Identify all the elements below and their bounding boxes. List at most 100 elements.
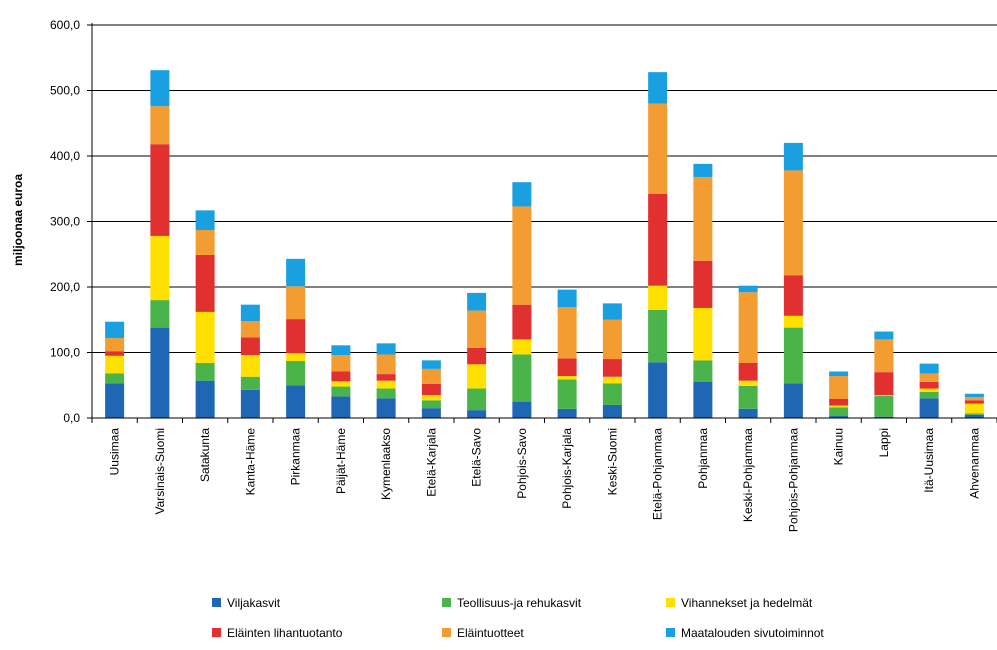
bar-segment xyxy=(286,353,306,362)
y-tick-label: 300,0 xyxy=(50,215,80,229)
legend-label: Teollisuus-ja rehukasvit xyxy=(457,596,582,610)
bar-segment xyxy=(376,343,396,355)
legend-swatch xyxy=(212,598,221,607)
bar-stack xyxy=(783,142,803,418)
bar-stack xyxy=(964,393,984,418)
bar-segment xyxy=(602,383,622,405)
bar-segment xyxy=(557,379,577,409)
bar-stack xyxy=(150,70,170,418)
bar-segment xyxy=(467,292,487,311)
bar-segment xyxy=(376,380,396,389)
y-tick-label: 0,0 xyxy=(63,411,80,425)
bar-segment xyxy=(919,391,939,399)
x-tick-label: Päijät-Häme xyxy=(334,428,348,494)
bar-segment xyxy=(286,286,306,320)
bar-segment xyxy=(738,380,758,386)
bar-segment xyxy=(331,396,351,418)
bar-segment xyxy=(919,381,939,389)
bar-segment xyxy=(693,381,713,418)
bar-segment xyxy=(648,103,668,194)
bar-stack xyxy=(829,371,849,418)
bar-segment xyxy=(693,360,713,382)
bar-segment xyxy=(602,319,622,360)
bar-segment xyxy=(557,408,577,418)
x-tick-label: Pirkanmaa xyxy=(289,428,303,486)
x-tick-label: Pohjois-Karjala xyxy=(560,428,574,509)
bar-segment xyxy=(964,413,984,415)
bar-segment xyxy=(738,385,758,409)
x-tick-label: Lappi xyxy=(877,428,891,457)
bar-segment xyxy=(783,327,803,384)
bar-stack xyxy=(693,163,713,418)
legend-label: Vihannekset ja hedelmät xyxy=(681,596,813,610)
bar-segment xyxy=(195,230,215,255)
bar-segment xyxy=(195,254,215,312)
bar-segment xyxy=(105,351,125,356)
bar-segment xyxy=(195,210,215,231)
x-tick-label: Keski-Pohjanmaa xyxy=(741,428,755,522)
bar-segment xyxy=(874,395,894,417)
bar-segment xyxy=(195,311,215,363)
bar-stack xyxy=(467,292,487,418)
bar-segment xyxy=(286,319,306,354)
bar-segment xyxy=(105,373,125,384)
bar-segment xyxy=(195,380,215,418)
bar-segment xyxy=(331,371,351,382)
legend-item: Maatalouden sivutoiminnot xyxy=(666,626,824,640)
bar-segment xyxy=(648,193,668,286)
legend: Viljakasvit Teollisuus-ja rehukasvit Vihan… xyxy=(212,596,824,640)
bar-segment xyxy=(964,393,984,398)
legend-item: Viljakasvit xyxy=(212,596,281,610)
bar-segment xyxy=(421,383,441,396)
bar-segment xyxy=(964,414,984,418)
bar-segment xyxy=(467,347,487,365)
x-tick-label: Kainuu xyxy=(832,428,846,465)
bar-segment xyxy=(421,360,441,369)
legend-item: Vihannekset ja hedelmät xyxy=(666,596,813,610)
bar-segment xyxy=(964,400,984,404)
x-tick-label: Pohjanmaa xyxy=(696,428,710,489)
bar-segment xyxy=(648,72,668,104)
bar-stack xyxy=(195,210,215,418)
bar-segment xyxy=(602,303,622,320)
bar-segment xyxy=(240,321,260,338)
bar-segment xyxy=(693,260,713,308)
bar-segment xyxy=(738,362,758,381)
bar-segment xyxy=(648,309,668,363)
bar-segment xyxy=(602,376,622,384)
x-tick-label: Etelä-Pohjanmaa xyxy=(651,428,665,520)
bar-segment xyxy=(512,339,532,355)
bar-segment xyxy=(105,338,125,352)
bar-segment xyxy=(240,355,260,377)
bar-segment xyxy=(964,403,984,414)
bar-segment xyxy=(919,363,939,374)
legend-label: Viljakasvit xyxy=(227,596,281,610)
bar-segment xyxy=(150,144,170,236)
bar-segment xyxy=(919,398,939,418)
bar-segment xyxy=(421,395,441,401)
bar-segment xyxy=(240,304,260,322)
bar-stack xyxy=(240,304,260,418)
bar-segment xyxy=(874,395,894,396)
bar-segment xyxy=(512,304,532,340)
legend-swatch xyxy=(442,628,451,637)
bar-segment xyxy=(421,368,441,384)
bar-segment xyxy=(738,292,758,363)
bar-segment xyxy=(738,285,758,293)
x-tick-label: Kanta-Häme xyxy=(243,428,257,496)
bar-segment xyxy=(376,398,396,418)
legend-label: Maatalouden sivutoiminnot xyxy=(681,626,824,640)
bar-stack xyxy=(421,360,441,418)
bar-segment xyxy=(467,310,487,348)
bar-segment xyxy=(783,275,803,316)
x-tick-label: Uusimaa xyxy=(108,428,122,476)
bar-segment xyxy=(240,389,260,418)
bar-stack xyxy=(286,258,306,418)
bar-segment xyxy=(150,70,170,107)
bar-segment xyxy=(512,182,532,207)
bar-segment xyxy=(648,285,668,310)
bar-segment xyxy=(648,362,668,418)
bar-segment xyxy=(467,410,487,418)
